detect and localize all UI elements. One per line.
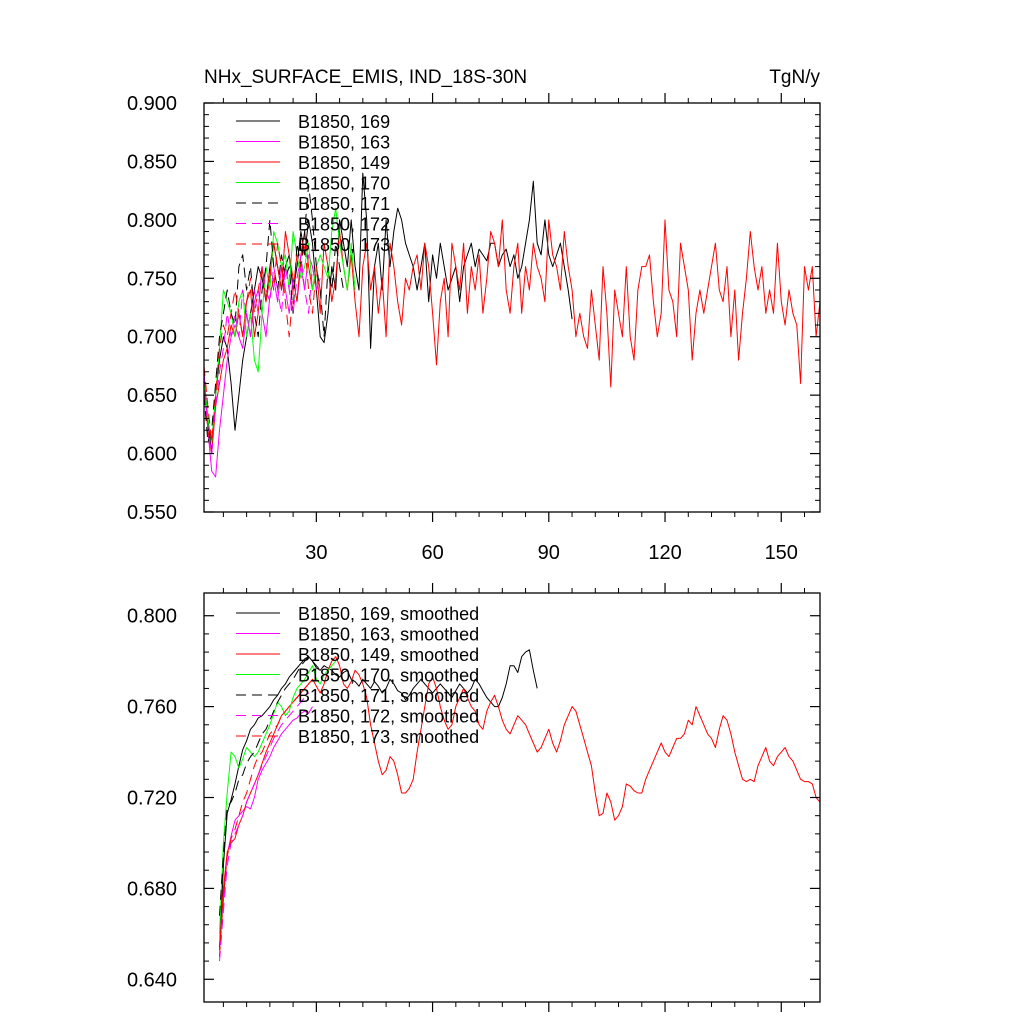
plot-frame — [203, 592, 821, 1003]
legend-label-6: B1850, 172 — [298, 215, 390, 235]
y-tick-label: 0.850 — [127, 151, 177, 173]
legend-label-5: B1850, 171, smoothed — [298, 686, 479, 706]
x-tick-label: 60 — [421, 542, 443, 564]
units-label: TgN/y — [769, 67, 820, 88]
legend-label-2: B1850, 163 — [298, 133, 390, 153]
y-tick-label: 0.800 — [127, 606, 177, 628]
legend-label-4: B1850, 170, smoothed — [298, 666, 479, 686]
x-tick-label: 150 — [765, 542, 798, 564]
bottom-panel: 0.640 0.680 0.720 0.760 0.800 B1850, 169, smo… — [127, 583, 821, 1012]
legend-label-4: B1850, 170 — [298, 174, 390, 194]
legend-label-1: B1850, 169 — [298, 112, 390, 132]
plot-frame — [203, 102, 821, 513]
series-group — [204, 172, 820, 478]
series-line-1 — [219, 649, 538, 950]
series-line-7 — [204, 242, 321, 443]
y-tick-label: 0.760 — [127, 697, 177, 719]
x-tick-label: 90 — [538, 542, 560, 564]
y-tick-label: 0.650 — [127, 385, 177, 407]
series-line-3 — [219, 656, 820, 948]
x-tick-label: 120 — [648, 542, 681, 564]
legend-label-6: B1850, 172, smoothed — [298, 707, 479, 727]
y-tick-label: 0.750 — [127, 268, 177, 290]
y-tick-label: 0.900 — [127, 93, 177, 115]
top-panel: NHx_SURFACE_EMIS, IND_18S-30N TgN/y 0.55… — [127, 67, 821, 564]
legend-label-1: B1850, 169, smoothed — [298, 604, 479, 624]
x-tick-label: 30 — [305, 542, 327, 564]
y-tick-label: 0.800 — [127, 210, 177, 232]
chart-title: NHx_SURFACE_EMIS, IND_18S-30N — [204, 67, 527, 88]
legend-label-7: B1850, 173 — [298, 235, 390, 255]
y-tick-label: 0.550 — [127, 502, 177, 524]
series-line-7 — [219, 678, 313, 957]
y-tick-label: 0.720 — [127, 788, 177, 810]
legend-label-3: B1850, 149, smoothed — [298, 645, 479, 665]
y-tick-label: 0.680 — [127, 878, 177, 900]
y-tick-label: 0.600 — [127, 444, 177, 466]
legend-label-3: B1850, 149 — [298, 153, 390, 173]
y-tick-label: 0.640 — [127, 969, 177, 991]
y-tick-label: 0.700 — [127, 327, 177, 349]
legend-label-5: B1850, 171 — [298, 194, 390, 214]
legend-label-7: B1850, 173, smoothed — [298, 727, 479, 747]
series-line-2 — [219, 706, 313, 950]
series-line-6 — [204, 254, 317, 455]
legend-label-2: B1850, 163, smoothed — [298, 625, 479, 645]
